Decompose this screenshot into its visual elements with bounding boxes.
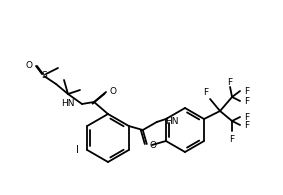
Text: O: O (110, 87, 117, 96)
Text: F: F (244, 121, 249, 129)
Text: O: O (150, 142, 157, 151)
Text: F: F (230, 135, 235, 144)
Text: O: O (25, 60, 32, 69)
Text: F: F (244, 97, 249, 105)
Text: F: F (244, 113, 249, 121)
Text: HN: HN (165, 118, 178, 127)
Text: F: F (203, 88, 208, 97)
Text: HN: HN (61, 99, 75, 108)
Text: F: F (244, 87, 249, 96)
Text: I: I (76, 145, 79, 155)
Text: S: S (41, 72, 47, 81)
Text: F: F (228, 78, 233, 87)
